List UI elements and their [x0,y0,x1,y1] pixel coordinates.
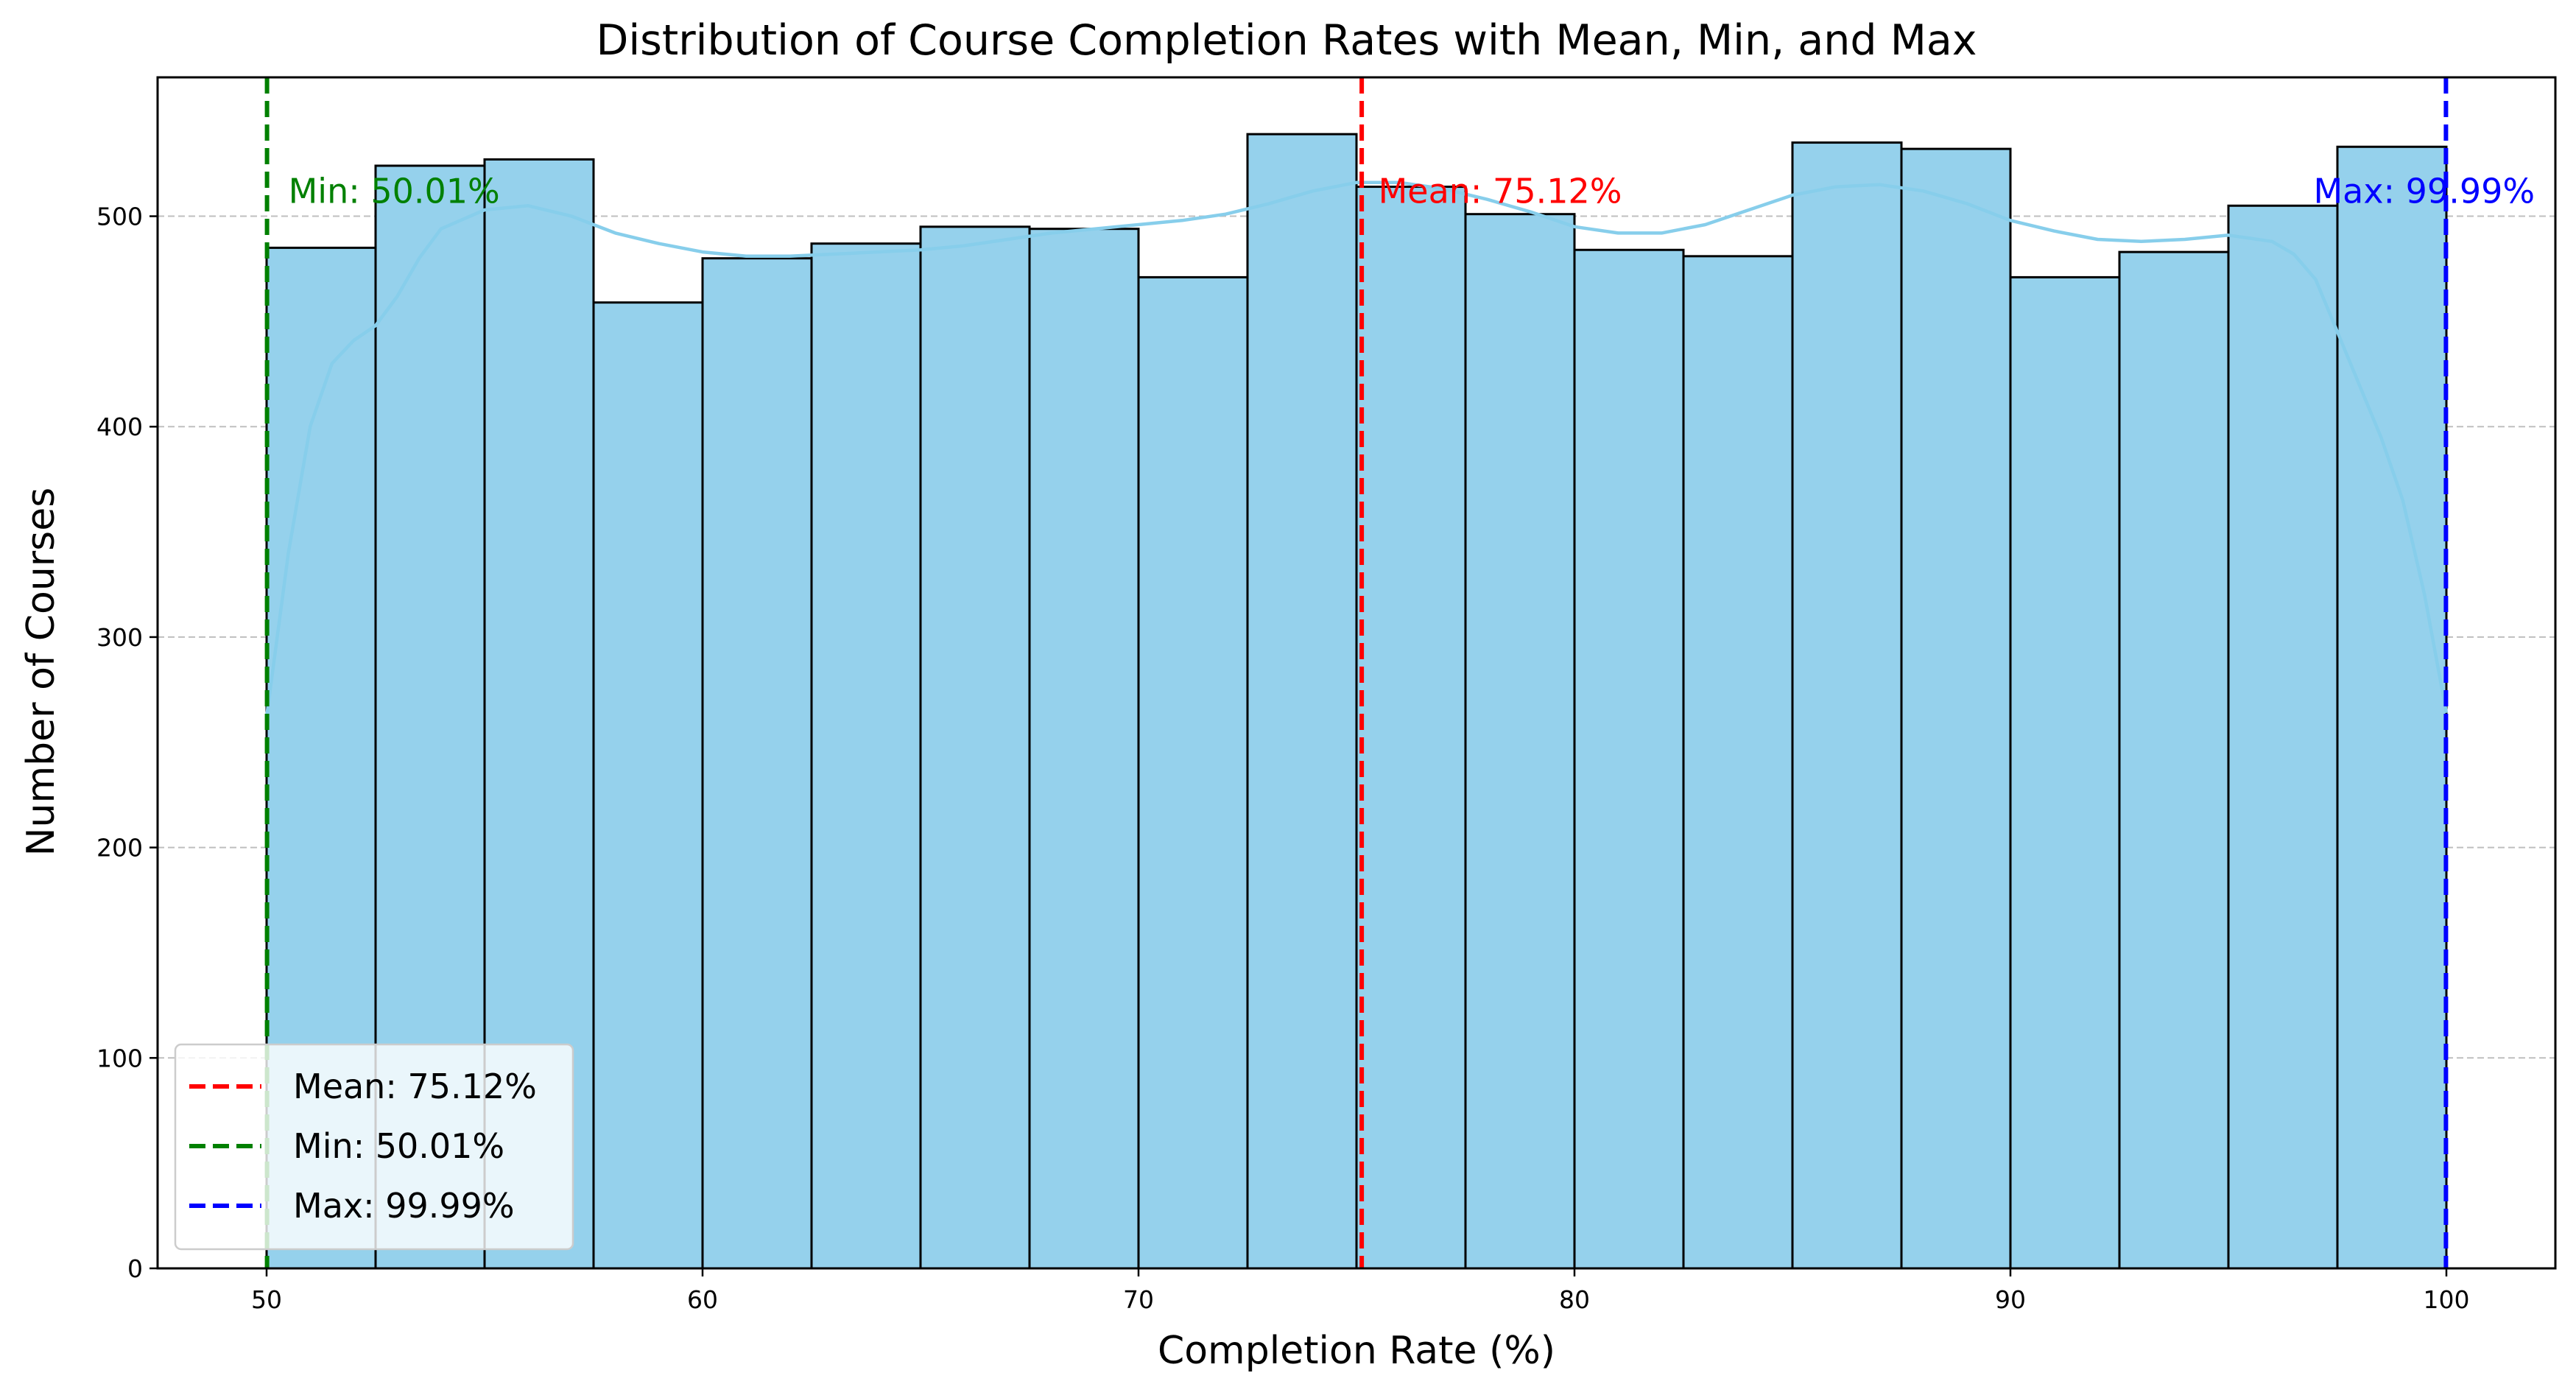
histogram-bar [2118,250,2230,1270]
legend-label: Min: 50.01% [293,1126,504,1166]
y-tick-label: 500 [96,203,143,231]
histogram-bar [2336,145,2448,1270]
histogram-bar [2009,275,2121,1270]
x-axis-label: Completion Rate (%) [1158,1329,1555,1373]
histogram-bar [919,225,1031,1270]
y-tick-label: 200 [96,834,143,863]
kde-curve-layer [264,180,2449,717]
y-tick-label: 400 [96,412,143,441]
legend-box [174,1043,574,1251]
x-tick-label: 50 [251,1285,282,1314]
histogram-bar [1355,186,1467,1270]
legend-label: Max: 99.99% [293,1186,515,1226]
histogram-bar [1464,213,1576,1270]
annotation-label: Max: 99.99% [2313,171,2535,211]
histogram-bar [2227,204,2339,1270]
histogram-bar [701,257,813,1270]
axes-frame [156,76,2557,1270]
annotation-label: Min: 50.01% [289,171,500,211]
kde-curve [264,180,2449,717]
histogram-bar [1246,133,1358,1270]
annotations: Min: 50.01% Mean: 75.12% Max: 99.99% [289,171,2535,211]
x-tick-label: 60 [687,1285,718,1314]
annotation-label: Mean: 75.12% [1379,171,1622,211]
x-tick-label: 100 [2424,1285,2470,1314]
y-tick-label: 0 [127,1254,143,1283]
x-tick-label: 80 [1559,1285,1590,1314]
legend-label: Mean: 75.12% [293,1067,537,1106]
histogram-bar [1573,248,1685,1270]
y-tick-label: 100 [96,1044,143,1072]
x-tick-label: 70 [1123,1285,1154,1314]
y-axis-label: Number of Courses [19,488,63,857]
histogram-bar [1682,255,1794,1270]
histogram-bar [1791,141,1903,1270]
histogram-bar [1900,147,2012,1270]
x-tick-label: 90 [1995,1285,2026,1314]
axes: 50 60 70 80 90 100 0 100 200 300 400 500 [96,76,2557,1314]
histogram-bar [1137,275,1249,1270]
legend: Mean: 75.12% Min: 50.01% Max: 99.99% [174,1043,574,1251]
histogram-bar [810,242,922,1270]
chart-title: Distribution of Course Completion Rates … [596,16,1977,65]
histogram-bar [592,301,704,1270]
y-tick-label: 300 [96,623,143,652]
bars [265,133,2448,1270]
histogram-bar [1028,228,1140,1270]
